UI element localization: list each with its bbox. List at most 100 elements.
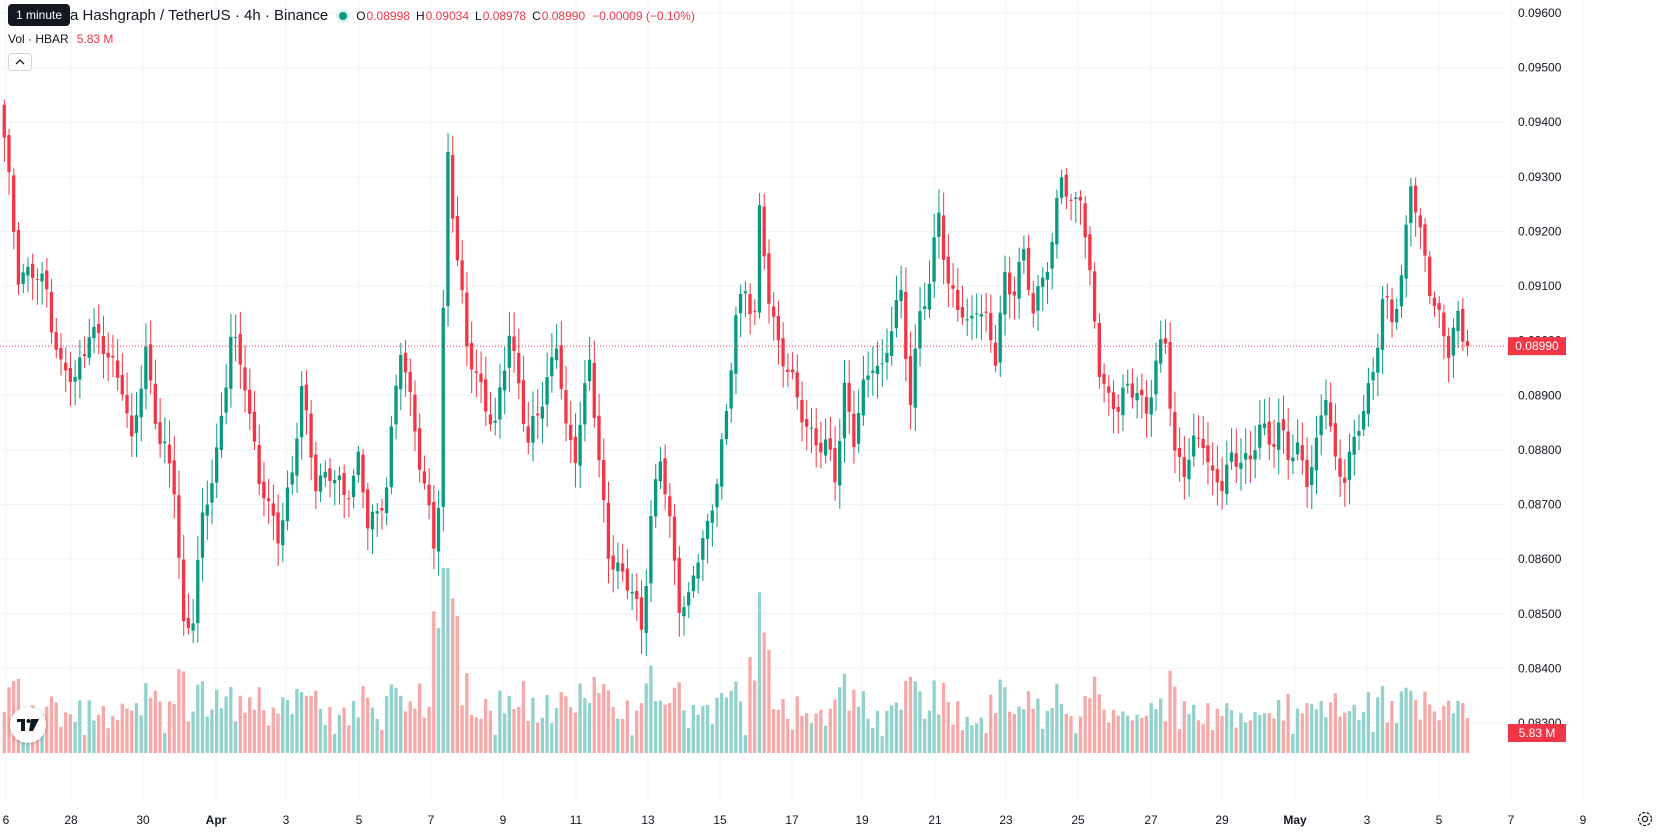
volume-bar xyxy=(748,657,752,753)
candle-body xyxy=(724,410,729,440)
volume-bar xyxy=(1102,709,1106,753)
volume-bar xyxy=(521,680,526,753)
volume-bar xyxy=(578,683,582,753)
volume-bar xyxy=(1390,701,1394,753)
candle-body xyxy=(554,348,559,361)
volume-bar xyxy=(795,696,799,753)
volume-bar xyxy=(875,710,880,753)
volume-bar xyxy=(526,720,530,753)
candle-body xyxy=(1097,322,1101,377)
candle-body xyxy=(295,438,299,476)
volume-bar xyxy=(1215,708,1219,753)
volume-bar xyxy=(587,703,592,753)
candle-body xyxy=(1343,477,1347,483)
volume-bar xyxy=(1423,691,1427,753)
candle-body xyxy=(1258,424,1262,448)
candle-body xyxy=(1031,293,1035,314)
volume-bar xyxy=(682,710,686,753)
volume-bar xyxy=(620,718,625,753)
candle-body xyxy=(328,468,332,481)
volume-bar xyxy=(1347,711,1352,753)
candle-body xyxy=(1215,469,1219,483)
volume-bar xyxy=(1031,708,1035,753)
candle-body xyxy=(1328,402,1333,427)
candle-body xyxy=(2,104,6,138)
candle-body xyxy=(578,424,582,466)
volume-bar xyxy=(1140,717,1144,753)
candle-body xyxy=(337,475,342,481)
candle-body xyxy=(167,444,172,464)
candle-body xyxy=(1140,389,1144,396)
candle-body xyxy=(1281,419,1286,431)
volume-bar xyxy=(1300,713,1304,753)
candle-body xyxy=(720,439,724,487)
volume-bar xyxy=(1012,713,1016,753)
gear-icon[interactable] xyxy=(1636,810,1654,828)
candles xyxy=(2,99,1470,657)
price-axis[interactable]: 0.09600 0.09500 0.09400 0.09300 0.09200 0.091… xyxy=(1508,6,1566,742)
volume-bar xyxy=(1451,713,1455,753)
volume-bar xyxy=(974,723,979,753)
candle-body xyxy=(1159,339,1163,364)
volume-bar xyxy=(323,724,327,753)
volume-bar xyxy=(111,715,115,753)
candle-body xyxy=(106,352,110,358)
time-tick-label: 13 xyxy=(641,813,655,827)
volume-bar xyxy=(559,691,563,753)
candle-body xyxy=(927,283,932,310)
volume-bar xyxy=(696,714,700,753)
volume-bar xyxy=(1366,692,1370,753)
candle-body xyxy=(1333,423,1337,457)
chevron-up-icon xyxy=(15,59,25,65)
candle-body xyxy=(682,607,686,617)
candle-body xyxy=(1310,467,1314,485)
candle-body xyxy=(771,306,776,317)
candle-body xyxy=(597,415,601,461)
candle-body xyxy=(1074,197,1078,200)
candle-body xyxy=(705,520,710,539)
candle-body xyxy=(1163,338,1168,344)
collapse-legend-button[interactable] xyxy=(8,53,32,71)
volume-bar xyxy=(1305,703,1309,753)
candle-body xyxy=(474,371,478,373)
candle-body xyxy=(1111,392,1116,410)
volume-bar xyxy=(488,710,493,753)
candle-body xyxy=(172,460,176,495)
volume-bar xyxy=(540,717,544,753)
candle-body xyxy=(573,436,578,463)
volume-bar xyxy=(469,714,474,753)
current-volume-badge xyxy=(1508,724,1566,742)
volume-bar xyxy=(1380,686,1385,753)
candle-body xyxy=(1423,224,1427,256)
volume-bar xyxy=(743,735,747,753)
time-tick-label: 19 xyxy=(855,813,869,827)
volume-legend-label[interactable]: Vol · HBAR xyxy=(8,32,69,46)
candle-body xyxy=(1295,442,1300,455)
price-tick-label: 0.09600 xyxy=(1518,6,1562,20)
volume-bar xyxy=(337,714,342,753)
candle-body xyxy=(729,370,733,409)
volume-bar xyxy=(1361,712,1366,753)
volume-bar xyxy=(753,680,757,753)
volume-bar xyxy=(507,695,511,753)
volume-bar xyxy=(266,725,271,753)
volume-bar xyxy=(1220,715,1224,753)
volume-bar xyxy=(993,713,998,753)
candle-body xyxy=(40,273,44,282)
candle-body xyxy=(7,135,11,173)
volume-bar xyxy=(809,723,814,753)
candle-body xyxy=(196,560,200,624)
volume-bar xyxy=(1092,676,1097,753)
candle-body xyxy=(375,511,379,514)
tradingview-logo-icon[interactable] xyxy=(10,707,46,743)
candle-body xyxy=(644,585,648,633)
time-axis[interactable]: 6 28 30 Apr 3 5 7 9 11 13 15 17 19 21 23 25 27 29 May 3 5 7 9 xyxy=(3,813,1587,827)
candle-body xyxy=(951,285,955,289)
candle-body xyxy=(417,428,422,470)
volume-bar xyxy=(1017,706,1021,753)
candle-body xyxy=(899,290,903,302)
candle-body xyxy=(205,504,209,516)
symbol-title[interactable]: a Hashgraph / TetherUS · 4h · Binance xyxy=(70,7,329,24)
